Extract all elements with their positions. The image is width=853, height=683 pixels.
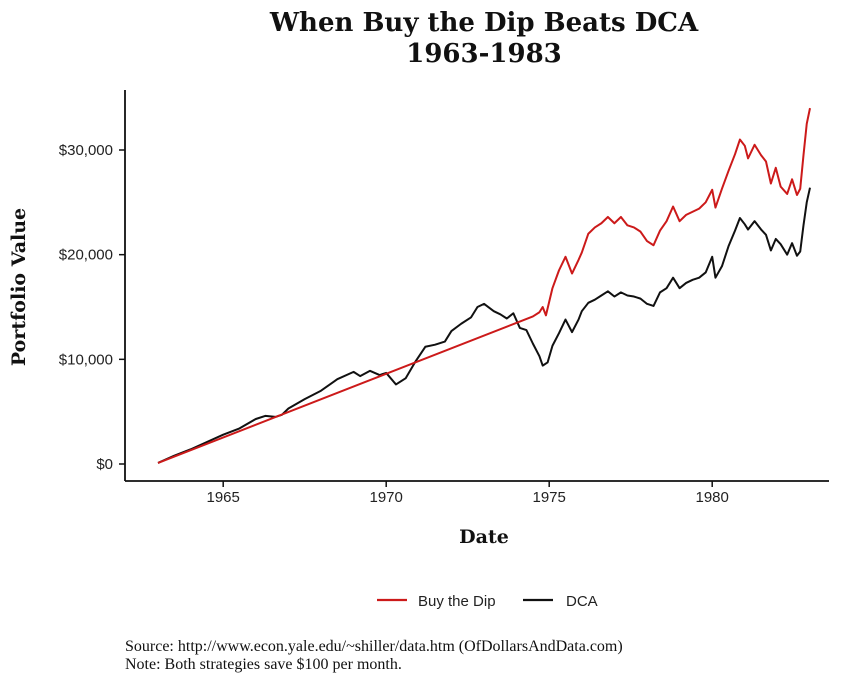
y-tick-label: $0 (96, 456, 113, 473)
x-ticks: 1965 1970 1975 1980 (207, 481, 729, 506)
legend-label-buy-the-dip: Buy the Dip (418, 593, 496, 610)
legend-label-dca: DCA (566, 593, 598, 610)
x-axis-title: Date (459, 526, 509, 548)
plot-area (157, 107, 811, 464)
source-note: Source: http://www.econ.yale.edu/~shille… (125, 638, 623, 655)
x-tick-label: 1965 (207, 489, 240, 506)
y-tick-label: $30,000 (59, 142, 113, 159)
x-tick-label: 1980 (696, 489, 729, 506)
y-tick-label: $10,000 (59, 351, 113, 368)
chart-title-line-1: When Buy the Dip Beats DCA (269, 8, 699, 38)
series-line-dca (157, 187, 811, 464)
x-tick-label: 1975 (533, 489, 566, 506)
y-ticks: $0 $10,000 $20,000 $30,000 (59, 142, 125, 473)
y-axis-title: Portfolio Value (8, 208, 30, 366)
chart-title-line-2: 1963-1983 (406, 39, 562, 69)
series-line-buy-the-dip (157, 107, 811, 464)
x-tick-label: 1970 (370, 489, 403, 506)
legend: Buy the Dip DCA (377, 593, 598, 610)
strategy-note: Note: Both strategies save $100 per mont… (125, 656, 402, 673)
y-tick-label: $20,000 (59, 247, 113, 264)
